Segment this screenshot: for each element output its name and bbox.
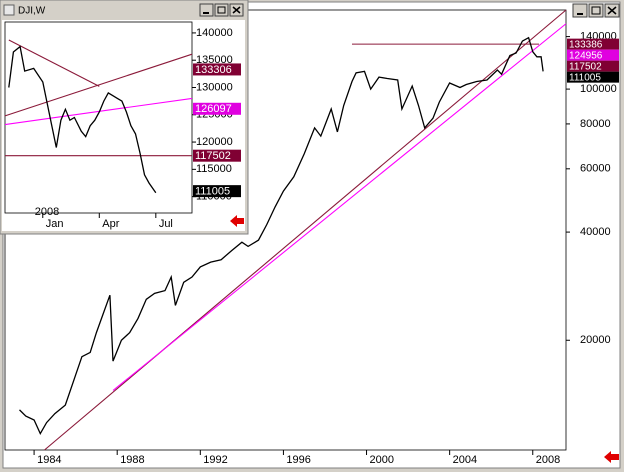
- price-label-box: [567, 49, 619, 61]
- y-tick-label: 20000: [580, 334, 611, 346]
- main-chart: 20000 40000 60000 80000 100000 140000 1984 1988…: [4, 9, 619, 466]
- x-tick-label: 2008: [536, 454, 560, 466]
- price-label: 117502: [569, 61, 602, 72]
- plot-frame: [4, 21, 193, 214]
- price-label-box: [567, 60, 619, 72]
- x-tick-label: Jul: [159, 218, 173, 230]
- x-tick-label: Jan: [46, 218, 64, 230]
- x-tick-label: 1996: [286, 454, 310, 466]
- x-tick-label: 1988: [120, 454, 144, 466]
- inset-title: DJI,W: [18, 6, 46, 17]
- price-label: 126097: [195, 103, 232, 115]
- scroll-arrow[interactable]: [230, 215, 244, 227]
- minimize-button[interactable]: [572, 3, 588, 18]
- year-label: 2008: [35, 206, 59, 218]
- maximize-button[interactable]: [214, 3, 229, 17]
- y-tick-label: 60000: [580, 163, 611, 175]
- x-tick-label: 1984: [37, 454, 61, 466]
- price-label-box: [193, 63, 241, 76]
- price-line: [19, 36, 544, 436]
- x-tick-label: Apr: [102, 218, 119, 230]
- price-label: 111005: [569, 72, 601, 83]
- maximize-button[interactable]: [588, 3, 604, 18]
- window-icon: [3, 4, 15, 16]
- price-label: 117502: [195, 150, 231, 162]
- y-tick-label: 120000: [196, 136, 233, 148]
- scroll-arrow[interactable]: [604, 451, 619, 463]
- minimize-button[interactable]: [199, 3, 214, 17]
- trend-line: [4, 53, 193, 117]
- trend-line: [112, 23, 567, 391]
- x-tick-label: 2004: [453, 454, 477, 466]
- inset-window-buttons[interactable]: [199, 3, 244, 17]
- y-tick-label: 100000: [580, 83, 617, 95]
- price-label: 133386: [569, 39, 603, 50]
- y-tick-label: 140000: [196, 27, 233, 39]
- inset-chart: 1100001150001200001250001300001350001400…: [4, 21, 241, 230]
- price-label-box: [193, 185, 241, 198]
- main-window-buttons[interactable]: [572, 3, 620, 18]
- price-label-box: [567, 38, 619, 50]
- price-label-box: [567, 71, 619, 83]
- y-tick-label: 130000: [196, 81, 233, 93]
- price-label: 111005: [195, 186, 230, 198]
- trend-line: [8, 39, 100, 87]
- price-label-box: [193, 149, 241, 162]
- y-tick-label: 40000: [580, 226, 611, 238]
- y-tick-label: 135000: [196, 54, 233, 66]
- price-label-box: [193, 102, 241, 115]
- trend-line: [4, 97, 193, 126]
- price-label: 133306: [195, 64, 232, 76]
- trend-line: [44, 9, 567, 451]
- x-tick-label: 2000: [370, 454, 394, 466]
- x-tick-label: 1992: [203, 454, 227, 466]
- y-tick-label: 115000: [196, 163, 232, 175]
- y-tick-label: 80000: [580, 118, 611, 130]
- price-line: [8, 45, 157, 194]
- price-label: 124956: [569, 50, 603, 61]
